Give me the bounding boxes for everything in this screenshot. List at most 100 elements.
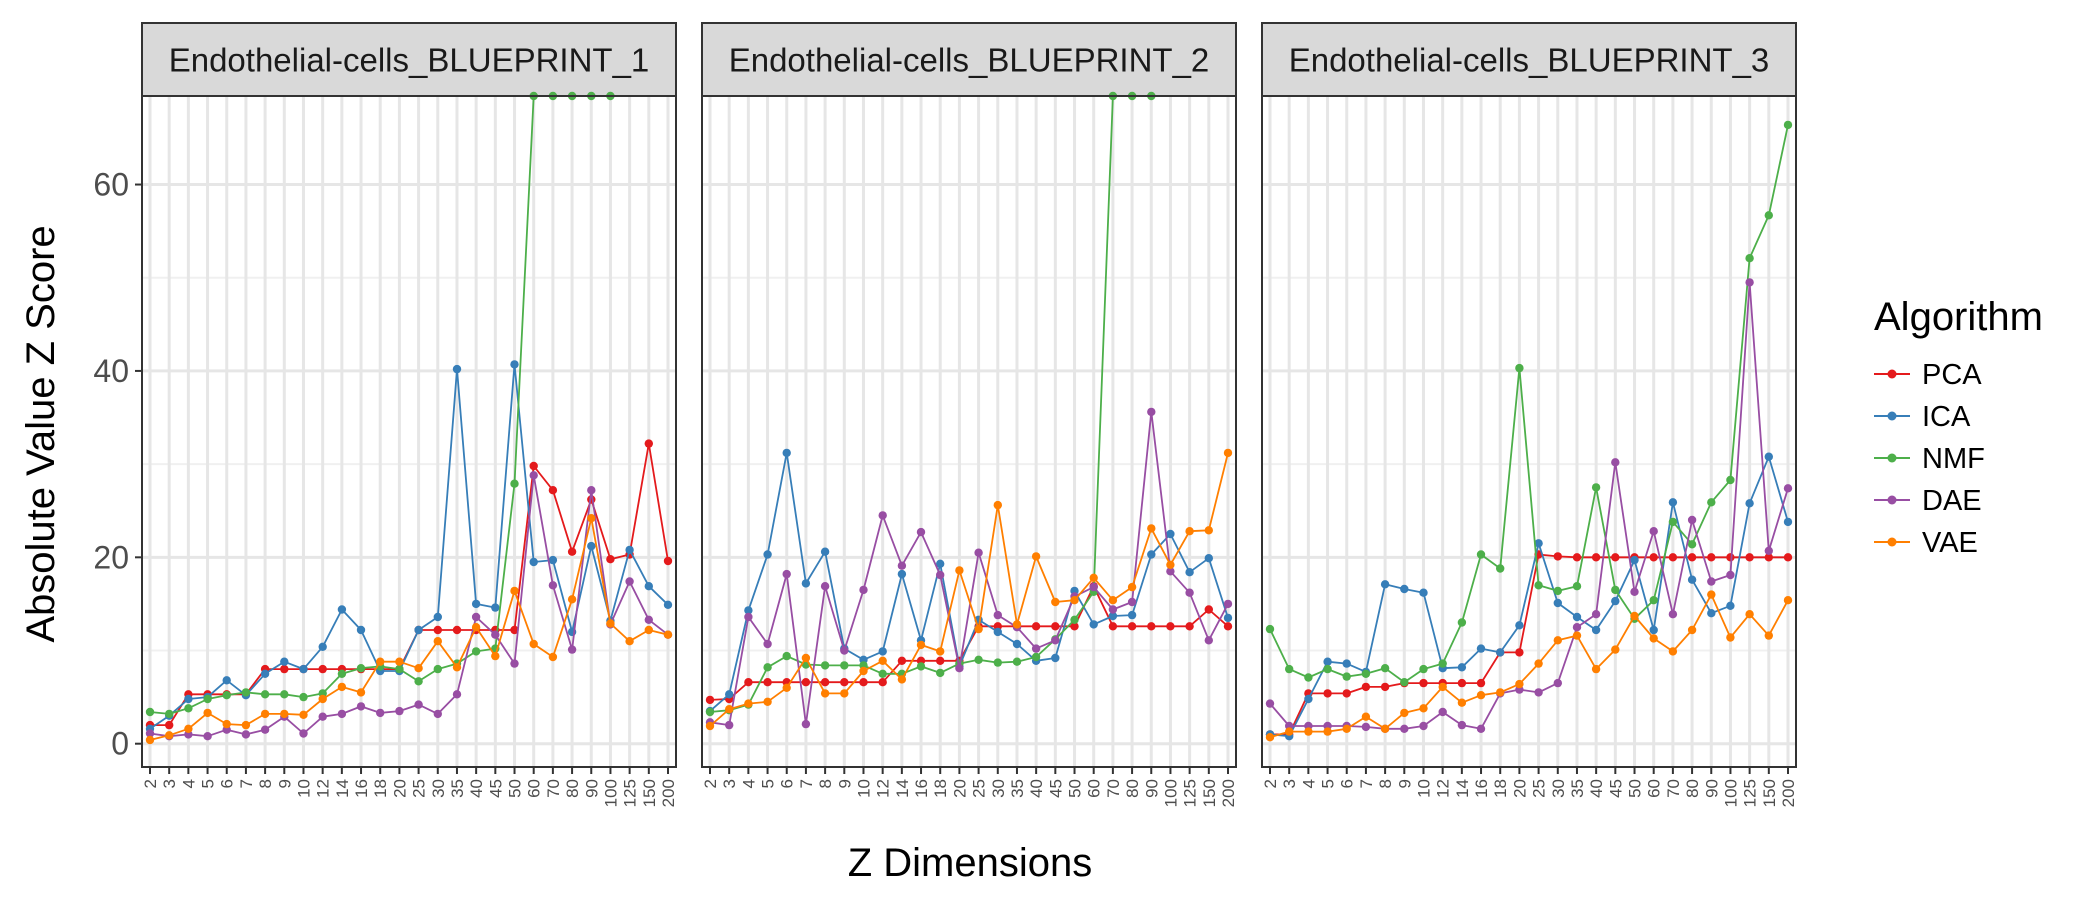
- grid: [702, 96, 1236, 767]
- data-point: [1285, 664, 1294, 674]
- data-point: [663, 556, 673, 566]
- data-point: [1147, 622, 1156, 631]
- data-point: [1342, 724, 1351, 733]
- data-point: [356, 688, 366, 697]
- x-tick-label: 30: [1549, 779, 1568, 798]
- data-point: [897, 675, 907, 684]
- data-point: [1553, 586, 1563, 596]
- data-point: [1419, 721, 1428, 731]
- data-point: [1707, 609, 1716, 618]
- data-point: [1764, 546, 1774, 555]
- data-point: [1204, 605, 1214, 614]
- data-point: [763, 550, 772, 559]
- data-point: [145, 729, 155, 738]
- x-tick-label: 70: [1104, 779, 1123, 798]
- panel-title: Endothelial-cells_BLUEPRINT_2: [729, 42, 1210, 79]
- data-point: [241, 730, 251, 739]
- data-point: [548, 581, 558, 590]
- data-point: [916, 662, 926, 671]
- data-point: [529, 461, 538, 471]
- data-point: [1611, 645, 1620, 654]
- x-tick-label: 125: [1181, 779, 1200, 807]
- legend-key-point: [1887, 369, 1897, 379]
- x-tick-label: 18: [1491, 779, 1510, 798]
- data-point: [356, 702, 366, 711]
- data-point: [1668, 553, 1678, 562]
- data-point: [1012, 639, 1022, 649]
- data-point: [491, 651, 500, 661]
- data-point: [1361, 712, 1371, 721]
- data-point: [1476, 724, 1486, 733]
- x-tick-label: 35: [1008, 779, 1027, 798]
- x-tick-label: 45: [1606, 779, 1625, 798]
- series-line: [1270, 553, 1788, 736]
- data-point: [782, 569, 791, 579]
- y-axis-label: Absolute Value Z Score: [19, 225, 63, 642]
- data-point: [184, 694, 193, 704]
- x-tick-label: 60: [1085, 779, 1104, 798]
- data-point: [644, 439, 653, 448]
- data-point: [625, 637, 634, 646]
- data-point: [337, 605, 347, 614]
- data-point: [878, 647, 887, 656]
- data-point: [1419, 664, 1428, 674]
- data-point: [1649, 596, 1658, 605]
- data-point: [820, 689, 830, 698]
- x-tick-label: 8: [1376, 779, 1395, 788]
- data-point: [1223, 448, 1233, 458]
- data-point: [1630, 555, 1639, 565]
- data-point: [260, 725, 270, 734]
- data-point: [725, 690, 734, 699]
- legend-title: Algorithm: [1874, 295, 2043, 339]
- data-point: [1361, 669, 1371, 678]
- data-point: [1323, 689, 1332, 698]
- data-point: [897, 569, 907, 579]
- x-tick-label: 150: [1200, 779, 1219, 807]
- data-point: [1687, 553, 1697, 562]
- data-point: [280, 657, 289, 666]
- data-point: [1051, 636, 1060, 645]
- data-point: [897, 656, 907, 665]
- data-point: [878, 678, 887, 687]
- series-line: [709, 452, 1229, 712]
- x-tick-label: 12: [874, 779, 893, 798]
- data-point: [1108, 611, 1118, 621]
- data-point: [763, 663, 772, 672]
- x-tick-label: 20: [1510, 779, 1529, 798]
- x-tick-label: 12: [314, 779, 333, 798]
- data-point: [433, 709, 442, 719]
- x-tick-label: 125: [621, 779, 640, 807]
- data-point: [1400, 584, 1409, 594]
- data-point: [820, 547, 830, 556]
- data-point: [1649, 553, 1658, 562]
- x-tick-label: 60: [525, 779, 544, 798]
- x-tick-label: 20: [950, 779, 969, 798]
- data-point: [1185, 568, 1194, 577]
- y-tick-label: 40: [93, 353, 129, 389]
- data-point: [1764, 631, 1774, 640]
- x-tick-label: 20: [390, 779, 409, 798]
- data-point: [1515, 679, 1524, 689]
- data-point: [1127, 610, 1137, 620]
- data-point: [548, 486, 558, 495]
- x-tick-label: 7: [797, 779, 816, 788]
- y-tick-label: 60: [93, 167, 129, 203]
- x-tick-label: 200: [1779, 779, 1798, 807]
- data-point: [433, 612, 442, 622]
- data-point: [606, 619, 615, 628]
- data-point: [222, 691, 231, 700]
- x-tick-label: 45: [486, 779, 505, 798]
- data-point: [299, 710, 308, 719]
- panel-strip: [701, 22, 1237, 97]
- x-tick-label: 8: [256, 779, 275, 788]
- legend: Algorithm PCA ICA NMF DAE VAE: [1874, 295, 2043, 559]
- x-tick-label: 50: [1626, 779, 1645, 798]
- data-point: [587, 541, 596, 551]
- data-point: [744, 678, 753, 687]
- data-point: [1323, 727, 1332, 736]
- data-point: [782, 448, 791, 458]
- data-point: [1745, 278, 1754, 287]
- data-point: [452, 663, 462, 672]
- data-point: [1572, 582, 1582, 591]
- data-point: [974, 548, 983, 557]
